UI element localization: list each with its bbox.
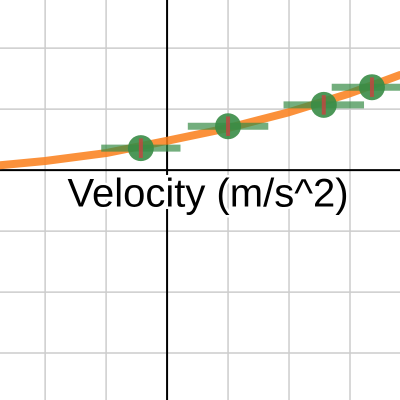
marks	[0, 71, 400, 170]
fit-curve	[0, 71, 400, 170]
axis-label: Velocity (m/s^2)	[67, 172, 348, 216]
